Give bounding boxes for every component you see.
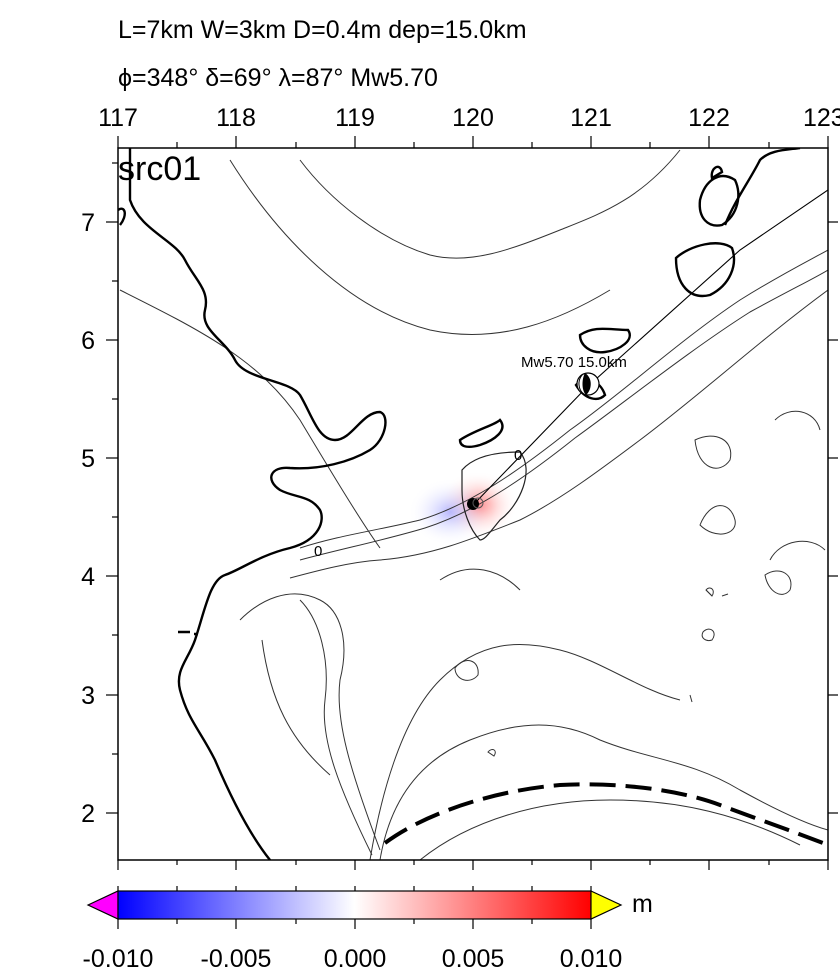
lat-tick-label: 4	[81, 563, 95, 591]
colorbar-under-arrow	[86, 890, 119, 920]
colorbar-unit: m	[632, 890, 653, 918]
lon-axis-bottom	[117, 860, 829, 870]
title-focal-mechanism: ϕ=348° δ=69° λ=87° Mw5.70	[118, 64, 438, 92]
lat-tick-labels: 7 6 5 4 3 2	[81, 209, 95, 828]
source-label: src01	[118, 150, 201, 188]
colorbar-tick-label: -0.010	[83, 945, 154, 973]
lat-tick-label: 2	[81, 800, 95, 828]
trench-line	[383, 782, 828, 847]
zero-contour	[461, 451, 527, 541]
lat-axis-right	[828, 221, 838, 814]
bathymetry-contours	[119, 149, 828, 860]
lon-tick-label: 121	[570, 104, 612, 132]
lon-tick-labels: 117 118 119 120 121 122 123	[98, 104, 840, 132]
colorbar: m -0.010 -0.005 0.000 0.005 0.010	[83, 886, 653, 973]
epicenter-halo	[472, 497, 484, 509]
fault-trace	[473, 189, 828, 505]
lat-tick-label: 6	[81, 327, 95, 355]
lat-tick-label: 3	[81, 682, 95, 710]
mechanism-label: Mw5.70 15.0km	[521, 354, 627, 371]
lat-axis-left	[106, 162, 118, 814]
lon-tick-label: 118	[216, 104, 256, 132]
focal-mechanism-beachball	[576, 372, 600, 396]
contour-label-zero-1: 0	[514, 447, 522, 464]
coastlines	[118, 148, 801, 860]
colorbar-tick-label: 0.005	[442, 945, 505, 973]
lon-tick-label: 122	[688, 104, 730, 132]
colorbar-tick-label: 0.010	[560, 945, 623, 973]
lon-tick-label: 117	[98, 104, 138, 132]
lon-tick-label: 120	[452, 104, 494, 132]
subsidence-zone	[408, 478, 492, 546]
colorbar-gradient	[117, 890, 592, 920]
map-content: Mw5.70 15.0km 0 0 src01	[118, 148, 828, 860]
contour-label-zero-2: 0	[314, 543, 322, 560]
lon-axis-top	[117, 136, 829, 148]
colorbar-tick-label: 0.000	[324, 945, 387, 973]
lon-tick-label: 123	[803, 104, 840, 132]
lon-tick-label: 119	[335, 104, 375, 132]
lat-tick-label: 7	[81, 209, 95, 237]
lat-tick-label: 5	[81, 445, 95, 473]
colorbar-tick-label: -0.005	[201, 945, 272, 973]
title-fault-parameters: L=7km W=3km D=0.4m dep=15.0km	[118, 16, 527, 44]
colorbar-over-arrow	[590, 890, 623, 920]
